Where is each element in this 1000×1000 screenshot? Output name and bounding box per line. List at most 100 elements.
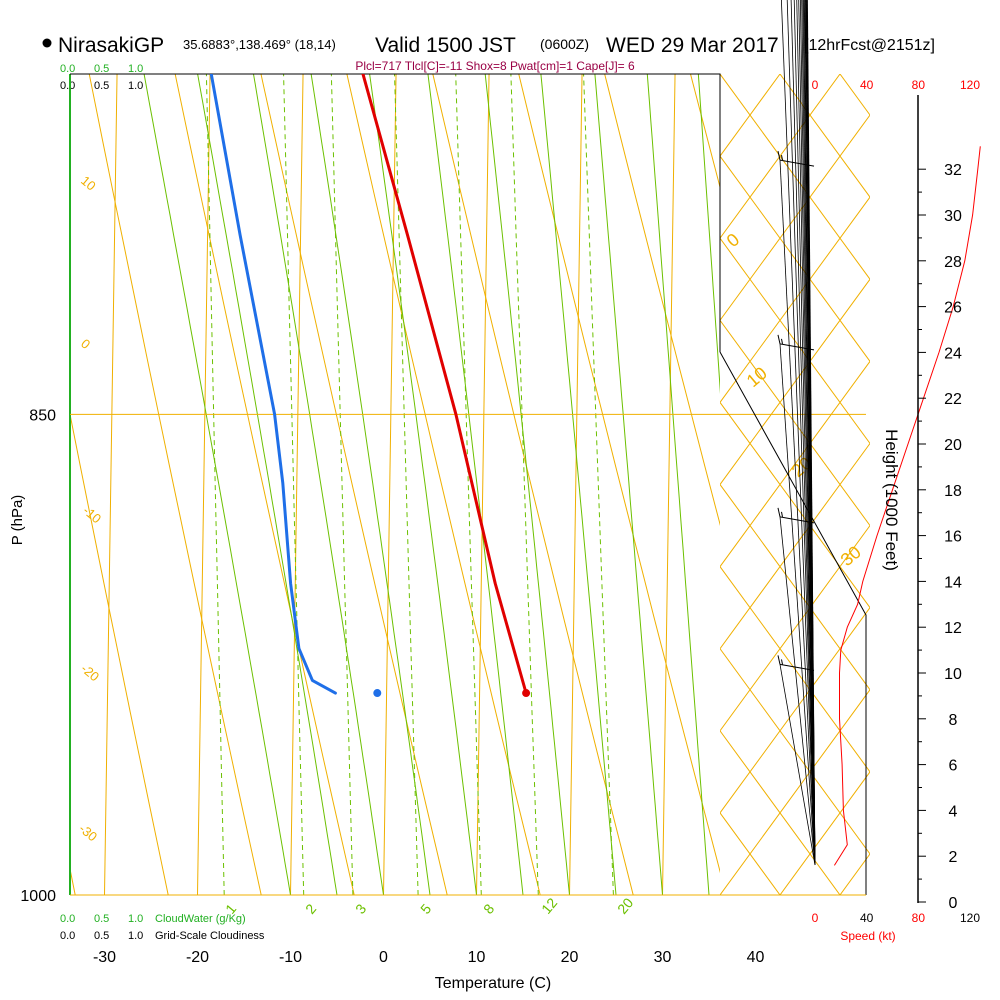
dry-adiabat-line — [846, 0, 1000, 895]
moist-adiabat-line — [697, 74, 720, 394]
speed-tick-top: 40 — [860, 78, 874, 92]
wind-barb — [803, 0, 816, 866]
wind-barb-staff — [779, 343, 815, 351]
height-tick-label: 26 — [944, 300, 962, 317]
cloud-water-tick: 0.5 — [94, 63, 109, 75]
speed-tick-bottom: 0 — [812, 911, 819, 925]
wind-trajectory-line — [779, 664, 816, 866]
height-tick-label: 8 — [949, 712, 958, 729]
wind-barb — [801, 0, 816, 866]
temperature-tick-label: 20 — [561, 949, 579, 966]
height-tick-label: 14 — [944, 574, 962, 591]
dry-adiabat-label: -10 — [80, 503, 104, 527]
cloudiness-tick: 0.0 — [60, 930, 75, 942]
dry-adiabat-line — [158, 0, 1000, 895]
wind-barb — [777, 151, 816, 866]
cloudiness-label: Grid-Scale Cloudiness — [155, 930, 265, 942]
dry-adiabat-label: 0 — [78, 336, 93, 352]
moist-adiabat-label: 0 — [723, 229, 744, 251]
wind-panel-grid — [720, 74, 1000, 895]
wind-barb-half-feather — [781, 511, 783, 518]
wind-barb-staff — [779, 663, 815, 671]
station-coords: 35.6883°,138.469° (18,14) — [183, 37, 336, 52]
wind-barb-feather — [777, 507, 781, 518]
wind-barb — [786, 0, 816, 866]
mixing-ratio-line — [394, 74, 419, 895]
cloud-water-tick: 1.0 — [128, 913, 143, 925]
speed-tick-top: 0 — [812, 78, 819, 92]
zulu-time: (0600Z) — [540, 36, 589, 52]
height-tick-label: 32 — [944, 162, 962, 179]
moist-adiabat-line — [197, 74, 338, 895]
sounding-profiles — [209, 74, 531, 698]
cloudiness-tick: 1.0 — [128, 80, 143, 92]
height-tick-label: 16 — [944, 529, 962, 546]
wind-barb — [804, 0, 816, 866]
wind-barb-feather — [777, 151, 781, 161]
surface-temperature-marker — [522, 689, 531, 698]
pressure-tick-label: 1000 — [20, 888, 56, 905]
temperature-tick-label: 40 — [747, 949, 765, 966]
wind-grid-line — [720, 155, 870, 363]
moist-adiabat-line — [484, 74, 570, 895]
cloudiness-tick: 0.0 — [60, 80, 75, 92]
wind-trajectory-line — [793, 0, 816, 866]
mixing-ratio-line — [205, 74, 225, 895]
temperature-tick-label: -10 — [279, 949, 302, 966]
wind-trajectory-line — [803, 0, 816, 866]
dry-adiabat-line — [346, 74, 541, 895]
dry-adiabat-line — [70, 411, 169, 895]
wind-grid-line — [720, 196, 870, 404]
moist-adiabat-line — [427, 74, 524, 895]
wind-grid-line — [960, 74, 1000, 895]
dry-adiabat-line — [971, 0, 1000, 895]
wind-barb — [777, 507, 816, 866]
cloudiness-tick: 0.5 — [94, 930, 109, 942]
cloud-water-label: CloudWater (g/Kg) — [155, 913, 246, 925]
pressure-tick-label: 850 — [29, 407, 56, 424]
height-tick-label: 12 — [944, 620, 962, 637]
height-tick-label: 22 — [944, 391, 962, 408]
station-dot — [42, 38, 52, 48]
valid-date: WED 29 Mar 2017 — [606, 34, 779, 57]
mixing-ratio-line — [330, 74, 354, 895]
height-tick-label: 6 — [949, 758, 958, 775]
plot-frame-diagonal — [719, 351, 867, 895]
mixing-ratio-label: 5 — [417, 901, 434, 917]
wind-grid-line — [720, 74, 781, 157]
wind-barb — [777, 655, 816, 866]
wind-barb-feather — [777, 655, 781, 665]
dry-adiabat-line — [408, 0, 1000, 895]
mixing-ratio-line — [510, 74, 539, 895]
dry-adiabat-line — [70, 866, 76, 895]
wind-trajectory-line — [802, 0, 816, 866]
wind-trajectory-line — [779, 343, 816, 866]
height-tick-label: 24 — [944, 345, 962, 362]
wind-grid-line — [720, 360, 870, 568]
moist-adiabat-label: 10 — [743, 363, 771, 391]
x-axis-title: Temperature (C) — [435, 975, 551, 992]
wind-trajectory-line — [804, 0, 816, 866]
wind-trajectory-line — [779, 160, 816, 866]
wind-barb-staff — [779, 159, 815, 167]
wind-barb-staff — [779, 516, 815, 524]
cloudiness-tick: 0.5 — [94, 80, 109, 92]
wind-barb — [798, 0, 816, 866]
cloud-water-tick: 1.0 — [128, 63, 143, 75]
height-tick-label: 30 — [944, 208, 962, 225]
isotherm-line — [12, 0, 75, 895]
moist-adiabat-line — [369, 74, 477, 895]
wind-grid-line — [720, 74, 721, 75]
pressure-lines — [70, 73, 867, 896]
moist-adiabat-line — [252, 74, 384, 895]
wind-barb — [802, 0, 816, 866]
moist-adiabat-line — [594, 74, 663, 895]
wind-trajectory-line — [805, 0, 816, 866]
height-tick-label: 18 — [944, 483, 962, 500]
temperature-line — [361, 74, 528, 695]
dry-adiabat-line — [174, 74, 355, 895]
cloud-scale-top: 0.0 0.5 1.0 0.0 0.5 1.0 — [60, 63, 143, 92]
moist-adiabat-line — [646, 74, 710, 895]
